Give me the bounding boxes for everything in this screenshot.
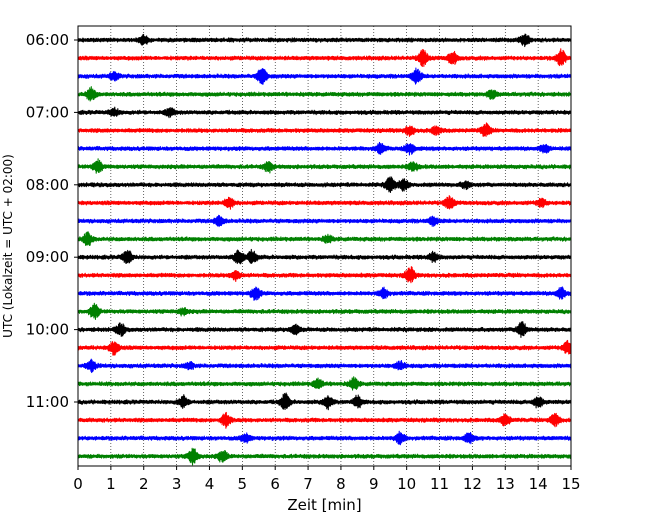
trace-line bbox=[78, 195, 571, 210]
x-tick-label: 3 bbox=[172, 475, 182, 493]
x-tick-label: 15 bbox=[561, 475, 580, 493]
trace-line bbox=[78, 266, 571, 284]
seismogram-traces bbox=[78, 33, 571, 466]
trace-line bbox=[78, 67, 571, 85]
x-tick-label: 8 bbox=[336, 475, 346, 493]
trace-line bbox=[78, 158, 571, 174]
trace-line bbox=[78, 214, 571, 228]
x-tick-label: 11 bbox=[430, 475, 449, 493]
trace-line bbox=[78, 358, 571, 374]
x-tick-label: 14 bbox=[529, 475, 548, 493]
trace-line bbox=[78, 376, 571, 391]
x-tick-label: 5 bbox=[238, 475, 248, 493]
trace-line bbox=[78, 231, 571, 247]
y-tick-label: 10:00 bbox=[26, 321, 69, 339]
trace-line bbox=[78, 176, 571, 193]
trace-line bbox=[78, 106, 571, 119]
x-tick-label: 13 bbox=[496, 475, 515, 493]
trace-line bbox=[78, 302, 571, 320]
x-gridlines bbox=[110, 26, 539, 466]
y-tick-label: 06:00 bbox=[26, 31, 69, 49]
y-tick-label: 09:00 bbox=[26, 248, 69, 266]
x-tick-label: 2 bbox=[139, 475, 149, 493]
x-tick-label: 0 bbox=[73, 475, 83, 493]
trace-line bbox=[78, 411, 571, 429]
trace-line bbox=[78, 48, 571, 67]
trace-line bbox=[78, 339, 571, 356]
x-tick-label: 10 bbox=[397, 475, 416, 493]
x-tick-label: 12 bbox=[463, 475, 482, 493]
x-tick-label: 4 bbox=[205, 475, 215, 493]
x-tick-label: 1 bbox=[106, 475, 116, 493]
y-axis-label: UTC (Lokalzeit = UTC + 02:00) bbox=[1, 154, 15, 338]
trace-line bbox=[78, 141, 571, 156]
trace-line bbox=[78, 286, 571, 301]
y-tick-label: 11:00 bbox=[26, 393, 69, 411]
x-axis-ticks: 0 1 2 3 4 5 6 7 8 9 10 11 12 13 14 15 bbox=[73, 466, 581, 493]
y-axis-ticks: 06:00 07:00 08:00 09:00 10:00 11:00 bbox=[26, 31, 78, 411]
trace-line bbox=[78, 122, 571, 137]
plot-frame bbox=[77, 25, 572, 467]
x-axis-label: Zeit [min] bbox=[287, 496, 361, 514]
trace-line bbox=[78, 86, 571, 102]
trace-line bbox=[78, 447, 571, 466]
trace-line bbox=[78, 392, 571, 411]
trace-line bbox=[78, 248, 571, 265]
x-tick-label: 7 bbox=[303, 475, 313, 493]
x-tick-label: 6 bbox=[270, 475, 280, 493]
trace-line bbox=[78, 430, 571, 446]
x-tick-label: 9 bbox=[369, 475, 379, 493]
y-tick-label: 07:00 bbox=[26, 103, 69, 121]
trace-line bbox=[78, 321, 571, 338]
trace-line bbox=[78, 33, 571, 48]
y-tick-label: 08:00 bbox=[26, 176, 69, 194]
